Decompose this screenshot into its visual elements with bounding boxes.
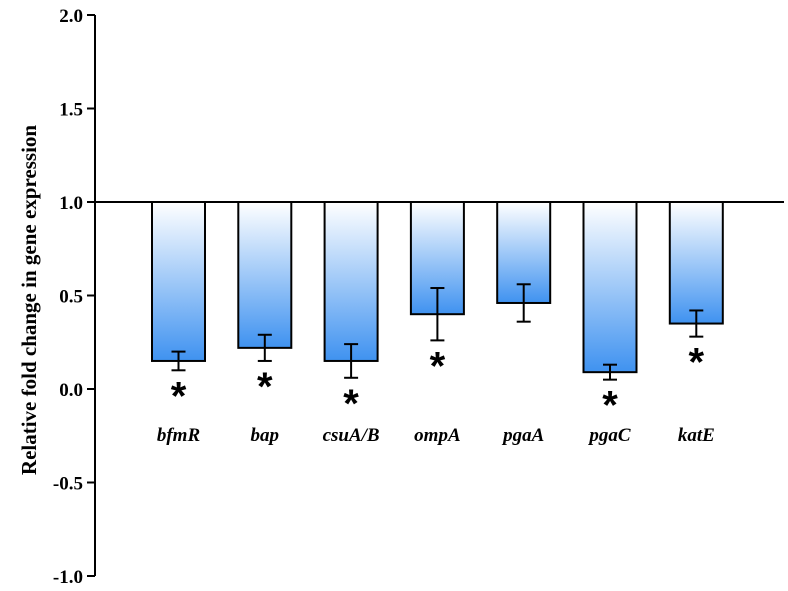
significance-marker-6: * — [689, 341, 705, 385]
category-labels: bfmR bap csuA/B ompA pgaA pgaC katE — [157, 425, 715, 446]
category-label-5: pgaC — [587, 425, 631, 446]
category-label-4: pgaA — [501, 425, 544, 446]
bar-0 — [151, 201, 206, 362]
significance-marker-1: * — [257, 365, 273, 409]
category-label-2: csuA/B — [323, 425, 380, 446]
bar-5 — [582, 201, 638, 374]
category-label-6: katE — [678, 425, 715, 446]
category-label-0: bfmR — [157, 425, 200, 446]
y-tick-label-1: 1.5 — [59, 100, 83, 121]
category-label-1: bap — [251, 425, 280, 446]
y-tick-label-2: 1.0 — [59, 193, 83, 214]
y-tick-label-3: 0.5 — [59, 287, 83, 308]
bar-2 — [323, 201, 379, 362]
y-tick-label-6: -1.0 — [53, 567, 83, 588]
bars: * * * * * * — [151, 201, 724, 428]
y-tick-label-0: 2.0 — [59, 6, 83, 27]
y-axis-title: Relative fold change in gene expression — [17, 125, 41, 476]
significance-marker-3: * — [430, 344, 446, 388]
significance-marker-0: * — [171, 374, 187, 418]
y-tick-label-4: 0.0 — [59, 380, 83, 401]
significance-marker-2: * — [343, 382, 359, 426]
bar-1 — [237, 201, 293, 349]
y-tick-label-5: -0.5 — [53, 474, 83, 495]
bar-6 — [668, 201, 724, 325]
category-label-3: ompA — [414, 425, 460, 446]
significance-marker-5: * — [602, 384, 618, 428]
